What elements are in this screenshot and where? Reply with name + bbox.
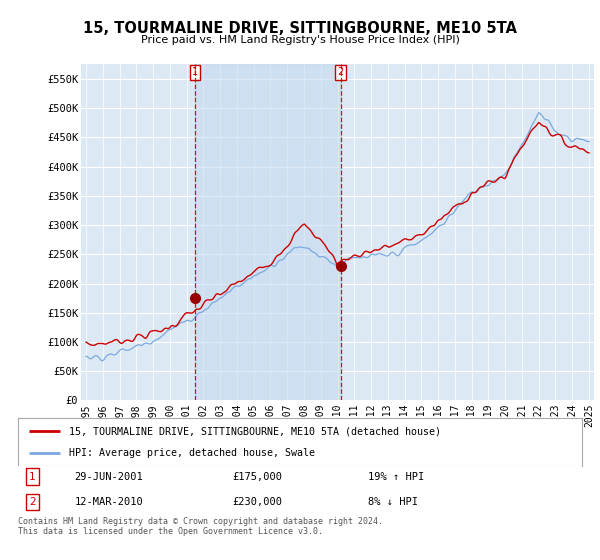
Text: 8% ↓ HPI: 8% ↓ HPI	[368, 497, 418, 507]
Text: 15, TOURMALINE DRIVE, SITTINGBOURNE, ME10 5TA (detached house): 15, TOURMALINE DRIVE, SITTINGBOURNE, ME1…	[69, 426, 441, 436]
Text: Price paid vs. HM Land Registry's House Price Index (HPI): Price paid vs. HM Land Registry's House …	[140, 35, 460, 45]
Text: 15, TOURMALINE DRIVE, SITTINGBOURNE, ME10 5TA: 15, TOURMALINE DRIVE, SITTINGBOURNE, ME1…	[83, 21, 517, 36]
Text: £230,000: £230,000	[232, 497, 283, 507]
Text: Contains HM Land Registry data © Crown copyright and database right 2024.
This d: Contains HM Land Registry data © Crown c…	[18, 517, 383, 536]
Text: 12-MAR-2010: 12-MAR-2010	[74, 497, 143, 507]
Text: 29-JUN-2001: 29-JUN-2001	[74, 472, 143, 482]
Bar	[195, 64, 341, 400]
Text: HPI: Average price, detached house, Swale: HPI: Average price, detached house, Swal…	[69, 448, 315, 458]
Text: 1: 1	[192, 67, 198, 77]
Text: £175,000: £175,000	[232, 472, 283, 482]
Text: 2: 2	[338, 67, 344, 77]
Text: 19% ↑ HPI: 19% ↑ HPI	[368, 472, 424, 482]
Text: 2: 2	[29, 497, 35, 507]
Text: 1: 1	[29, 472, 35, 482]
